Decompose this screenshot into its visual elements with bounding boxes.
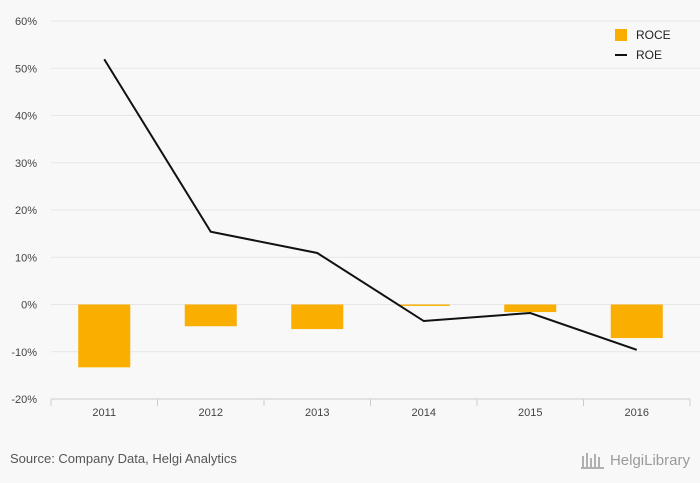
x-tick-label: 2016 [625,407,649,419]
x-tick-label: 2011 [92,407,116,419]
y-tick-label: -10% [11,347,37,359]
roce-bar [78,304,131,368]
roce-bar [504,304,557,313]
x-tick-label: 2015 [518,407,542,419]
roce-bars [78,304,663,368]
y-tick-label: 60% [15,16,37,28]
chart-area: 60% 50% 40% 30% 20% 10% 0% -10% -20% 2011 2012 201… [11,16,700,419]
brand: HelgiLibrary [580,450,690,470]
y-tick-label: 30% [15,158,37,170]
roce-bar [184,304,237,327]
roce-roe-chart: 60%50%40%30%20%10%0%-10%-20% 2011 2012 201… [11,16,700,419]
roce-bar [291,304,344,330]
roce-bar [397,304,450,306]
y-tick-label: 40% [15,111,37,123]
roe-line-layer [103,58,638,351]
y-tick-label: 0% [21,300,37,312]
roce-bar [610,304,663,339]
x-axis: 2011 2012 2013 2014 2015 2016 [50,398,691,419]
legend-label-roce: ROCE [636,28,671,42]
source-text: Source: Company Data, Helgi Analytics [10,451,237,466]
legend: ROCE ROE [615,28,671,62]
legend-label-roe: ROE [636,48,662,62]
y-axis-ticks: 60% 50% 40% 30% 20% 10% 0% -10% -20% [11,16,37,406]
y-tick-label: -20% [11,394,37,406]
x-tick-label: 2013 [305,407,329,419]
y-tick-label: 20% [15,205,37,217]
legend-swatch-roce [615,29,627,41]
y-tick-label: 10% [15,252,37,264]
helgi-logo-icon [580,453,604,469]
brand-name: HelgiLibrary [609,451,690,469]
y-tick-label: 50% [15,63,37,75]
x-tick-label: 2012 [199,407,223,419]
x-tick-label: 2014 [412,407,436,419]
grid-lines [51,20,700,353]
footer: Source: Company Data, Helgi Analytics He… [0,440,700,483]
roe-line [103,58,638,351]
